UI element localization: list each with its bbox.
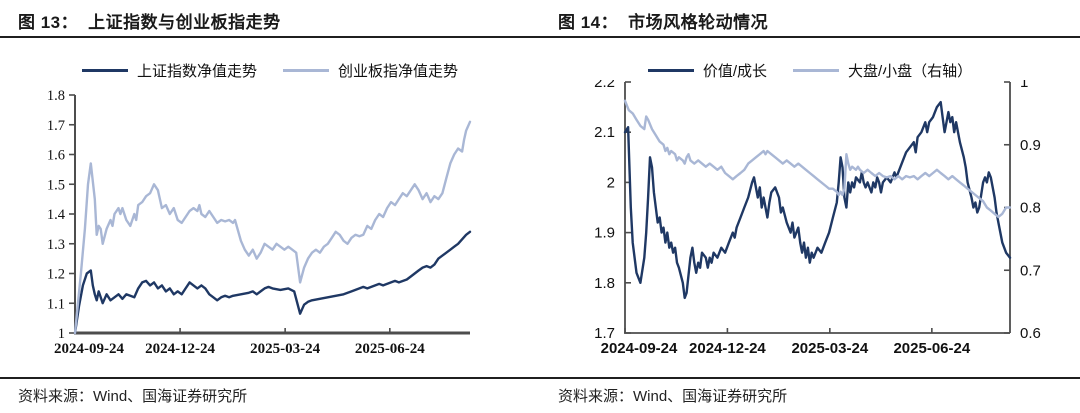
legend-label: 大盘/小盘（右轴） — [848, 62, 973, 80]
x-axis-tick-label: 2025-06-24 — [355, 341, 425, 357]
x-axis-tick-label: 2024-09-24 — [54, 341, 124, 357]
right-y-axis-tick-label: 0.7 — [1020, 262, 1041, 279]
figure-13-source: 资料来源：Wind、国海证券研究所 — [18, 388, 248, 405]
series-line-1 — [73, 230, 472, 335]
legend-item: 上证指数净值走势 — [81, 60, 257, 81]
legend-line-swatch — [81, 68, 128, 72]
y-axis-tick-label: 1.1 — [47, 296, 65, 312]
right-y-axis-tick-label: 0.8 — [1020, 200, 1041, 217]
figure-14-source: 资料来源：Wind、国海证券研究所 — [558, 388, 788, 405]
legend-line-swatch — [793, 68, 839, 72]
x-axis-tick-label: 2025-03-24 — [791, 340, 868, 357]
figure-14-number: 图 14： — [558, 13, 619, 32]
y-axis-tick-label: 2 — [607, 174, 615, 191]
legend-label: 价值/成长 — [702, 62, 767, 80]
right-y-axis-tick-label: 0.6 — [1020, 325, 1041, 342]
figure-13-title: 图 13： 上证指数与创业板指走势 — [18, 8, 281, 33]
legend-line-swatch — [283, 68, 329, 72]
y-axis-tick-label: 1.9 — [594, 225, 615, 242]
x-axis-tick-label: 2024-09-24 — [601, 340, 678, 357]
figure-13-title-text: 上证指数与创业板指走势 — [88, 13, 281, 32]
legend-line-swatch — [647, 68, 694, 72]
y-axis-tick-label: 1.2 — [47, 267, 65, 283]
legend-label: 创业板指净值走势 — [338, 62, 459, 80]
y-axis-tick-label: 1.6 — [47, 148, 65, 164]
x-axis-tick-label: 2024-12-24 — [145, 341, 215, 357]
figure-14-panel: 图 14： 市场风格轮动情况 价值/成长 大盘/小盘（右轴） 1.7 1.8 1.9 2 2… — [540, 0, 1080, 413]
y-axis-tick-label: 1 — [58, 326, 65, 342]
title-rule — [0, 36, 540, 38]
source-rule — [0, 377, 540, 379]
y-axis-tick-label: 1.7 — [47, 118, 65, 134]
x-axis-tick-label: 2025-06-24 — [893, 340, 970, 357]
right-y-axis-tick-label: 1 — [1020, 80, 1028, 91]
x-axis-tick-label: 2025-03-24 — [250, 341, 320, 357]
figure-14-title: 图 14： 市场风格轮动情况 — [558, 8, 768, 33]
right-y-axis-tick-label: 0.9 — [1020, 137, 1041, 154]
figure-13-panel: 图 13： 上证指数与创业板指走势 上证指数净值走势 创业板指净值走势 1 1.1 1.… — [0, 8, 540, 405]
y-axis-tick-label: 2.2 — [594, 80, 615, 91]
legend-item: 大盘/小盘（右轴） — [793, 60, 972, 81]
series-line-2 — [623, 99, 1012, 219]
legend-label: 上证指数净值走势 — [136, 62, 257, 80]
series-line-2 — [73, 120, 472, 335]
x-axis-tick-label: 2024-12-24 — [689, 340, 766, 357]
source-rule — [540, 377, 1080, 379]
y-axis-tick-label: 1.8 — [594, 275, 615, 292]
figure-14-title-text: 市场风格轮动情况 — [628, 13, 769, 32]
y-axis-tick-label: 1.5 — [47, 177, 65, 193]
y-axis-tick-label: 1.8 — [47, 88, 65, 104]
y-axis-tick-label: 1.4 — [47, 207, 66, 223]
series-line-1 — [623, 100, 1012, 300]
figure-13-number: 图 13： — [18, 13, 79, 32]
legend-item: 价值/成长 — [647, 60, 767, 81]
y-axis-tick-label: 1.7 — [594, 325, 615, 342]
title-rule — [540, 36, 1080, 38]
y-axis-tick-label: 2.1 — [594, 124, 615, 141]
legend-item: 创业板指净值走势 — [283, 60, 458, 81]
figure-14-chart: 1.7 1.8 1.9 2 2.1 2.2 0.6 0.7 0.8 0.9 1 2024-09-24 2… — [594, 80, 1041, 357]
y-axis-tick-label: 1.3 — [47, 237, 65, 253]
figure-13-chart: 1 1.1 1.2 1.3 1.4 1.5 1.6 1.7 1.8 2024-09-24 2024-… — [47, 88, 472, 357]
figure-14-legend: 价值/成长 大盘/小盘（右轴） — [540, 60, 1080, 80]
figure-13-legend: 上证指数净值走势 创业板指净值走势 — [0, 60, 540, 80]
